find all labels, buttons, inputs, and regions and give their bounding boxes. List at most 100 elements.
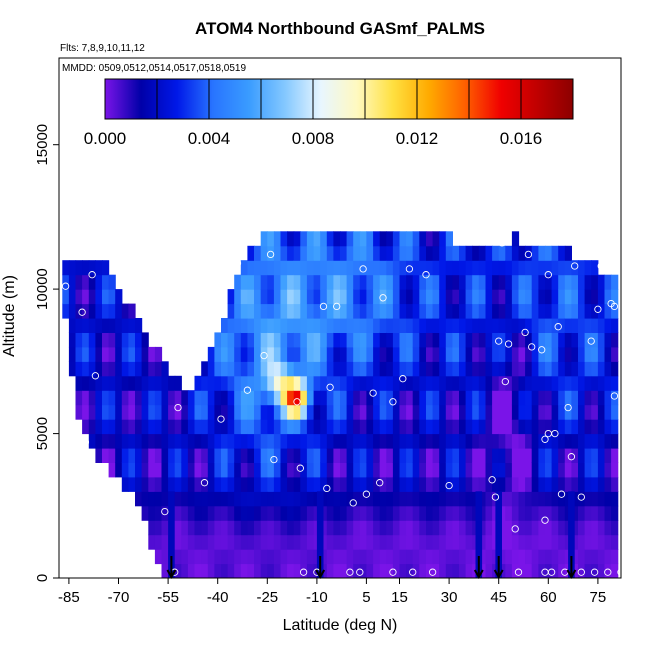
heatmap-cell (326, 563, 334, 578)
heatmap-cell (359, 462, 367, 478)
heatmap-cell (326, 303, 334, 319)
heatmap-cell (558, 549, 566, 565)
heatmap-cell (168, 433, 176, 449)
heatmap-cell (518, 534, 526, 550)
heatmap-cell (578, 491, 586, 507)
heatmap-cell (287, 491, 295, 507)
heatmap-cell (597, 462, 606, 478)
data-point (524, 250, 533, 259)
heatmap-cell (465, 419, 473, 435)
heatmap-cell (379, 505, 387, 521)
heatmap-cell (412, 404, 420, 420)
heatmap-cell (201, 462, 209, 478)
heatmap-cell (273, 534, 282, 550)
heatmap-cell (240, 433, 248, 449)
heatmap-cell (313, 476, 321, 492)
heatmap-cell (478, 448, 486, 463)
heatmap-cell (293, 419, 301, 435)
heatmap-cell (293, 404, 301, 420)
heatmap-cell (459, 448, 467, 463)
heatmap-cell (584, 346, 592, 362)
heatmap-cell (452, 520, 460, 536)
heatmap-cell (293, 549, 301, 565)
heatmap-cell (452, 260, 460, 276)
heatmap-cell (485, 404, 493, 420)
heatmap-cell (465, 303, 473, 319)
heatmap-cell (426, 549, 434, 565)
heatmap-cell (531, 448, 539, 463)
heatmap-cell (320, 505, 328, 521)
heatmap-cell (340, 520, 348, 536)
heatmap-cell (525, 289, 533, 305)
heatmap-cell (280, 375, 288, 391)
heatmap-cell (187, 390, 196, 406)
heatmap-cell (419, 303, 427, 319)
heatmap-cell (207, 563, 215, 578)
heatmap-cell (379, 318, 387, 333)
x-tick-label: 15 (391, 589, 408, 606)
heatmap-cell (333, 390, 341, 406)
data-point (594, 305, 602, 313)
heatmap-cell (340, 491, 348, 507)
heatmap-cell (346, 563, 354, 578)
heatmap-cell (293, 433, 301, 449)
heatmap-cell (240, 361, 248, 377)
heatmap-cell (373, 433, 381, 449)
heatmap-cell (154, 419, 163, 435)
heatmap-cell (564, 375, 572, 391)
data-point (346, 568, 354, 576)
heatmap-cell (386, 505, 394, 521)
heatmap-cell (373, 563, 381, 578)
heatmap-cell (234, 520, 242, 536)
heatmap-cell (399, 390, 407, 406)
heatmap-cell (121, 361, 129, 377)
heatmap-cell (247, 260, 255, 276)
heatmap-cell (254, 245, 262, 261)
heatmap-cell (214, 375, 222, 391)
heatmap-cell (313, 361, 321, 377)
heatmap-cell (88, 346, 96, 362)
heatmap-cell (227, 289, 235, 305)
heatmap-cell (214, 404, 222, 420)
heatmap-cell (260, 375, 268, 391)
heatmap-cell (558, 419, 566, 435)
heatmap-cell (346, 231, 354, 247)
heatmap-cell (525, 390, 533, 406)
heatmap-cell (201, 476, 209, 492)
heatmap-cell (611, 332, 619, 348)
heatmap-cell (432, 318, 440, 333)
heatmap-cell (247, 245, 255, 261)
heatmap-cell (379, 404, 387, 420)
heatmap-cell (260, 520, 268, 536)
heatmap-cell (373, 462, 381, 478)
heatmap-cell (128, 419, 136, 435)
heatmap-cell (273, 332, 282, 348)
heatmap-cell (326, 448, 334, 463)
heatmap-cell (485, 260, 493, 276)
heatmap-cell (240, 390, 248, 406)
heatmap-cell (538, 390, 546, 406)
heatmap-cell (432, 448, 440, 463)
heatmap-cell (545, 404, 553, 420)
heatmap-cell (551, 346, 559, 362)
heatmap-cell (148, 476, 156, 492)
heatmap-cell (326, 476, 334, 492)
heatmap-cell (287, 404, 295, 420)
heatmap-cell (432, 289, 440, 305)
heatmap-cell (525, 361, 533, 377)
heatmap-cell (485, 361, 493, 377)
heatmap-cell (611, 549, 619, 565)
heatmap-cell (273, 549, 282, 565)
heatmap-cell (320, 361, 328, 377)
heatmap-cell (287, 433, 295, 449)
heatmap-cell (498, 476, 506, 492)
colorbar-ticks: 0.000 0.004 0.008 0.012 0.016 (84, 79, 574, 148)
heatmap-cell (419, 231, 427, 247)
heatmap-cell (597, 520, 606, 536)
heatmap-cell (373, 520, 381, 536)
data-point (551, 429, 559, 438)
heatmap-cell (280, 332, 288, 348)
heatmap-cell (359, 245, 367, 261)
heatmap-cell (254, 433, 262, 449)
